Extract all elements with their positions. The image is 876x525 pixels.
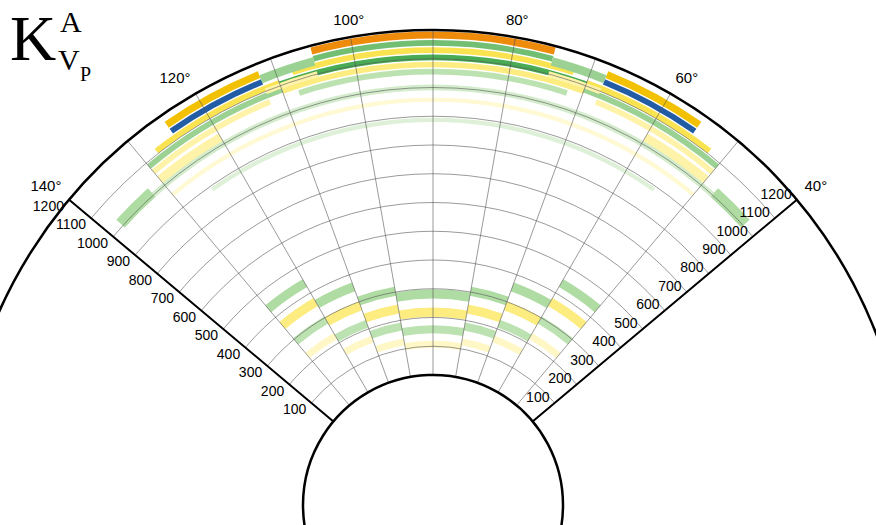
svg-text:1100: 1100 (740, 204, 770, 220)
svg-text:400: 400 (592, 333, 616, 349)
svg-text:100: 100 (283, 401, 307, 417)
svg-text:80°: 80° (506, 11, 529, 28)
svg-text:P: P (80, 63, 91, 85)
svg-text:500: 500 (614, 315, 638, 331)
svg-text:800: 800 (129, 272, 153, 288)
svg-text:1200: 1200 (761, 186, 792, 202)
svg-text:400: 400 (217, 346, 241, 362)
svg-text:60°: 60° (676, 69, 699, 86)
svg-text:40°: 40° (805, 177, 828, 194)
svg-text:A: A (60, 5, 82, 38)
svg-text:120°: 120° (159, 69, 190, 86)
svg-text:600: 600 (636, 296, 660, 312)
svg-text:800: 800 (680, 259, 704, 275)
svg-text:100: 100 (526, 389, 550, 405)
svg-text:200: 200 (548, 370, 572, 386)
svg-text:1100: 1100 (56, 216, 86, 232)
svg-text:700: 700 (658, 278, 682, 294)
svg-text:900: 900 (702, 241, 726, 257)
svg-text:K: K (10, 3, 56, 74)
svg-text:500: 500 (195, 327, 219, 343)
svg-text:100°: 100° (333, 11, 364, 28)
svg-text:300: 300 (239, 364, 263, 380)
svg-text:1000: 1000 (77, 235, 108, 251)
svg-text:300: 300 (570, 352, 594, 368)
svg-text:200: 200 (261, 383, 285, 399)
svg-text:700: 700 (151, 290, 175, 306)
svg-text:900: 900 (107, 253, 131, 269)
svg-text:1000: 1000 (717, 223, 748, 239)
svg-text:V: V (58, 43, 80, 76)
svg-text:1200: 1200 (33, 198, 64, 214)
svg-text:140°: 140° (30, 177, 61, 194)
svg-text:600: 600 (173, 309, 197, 325)
